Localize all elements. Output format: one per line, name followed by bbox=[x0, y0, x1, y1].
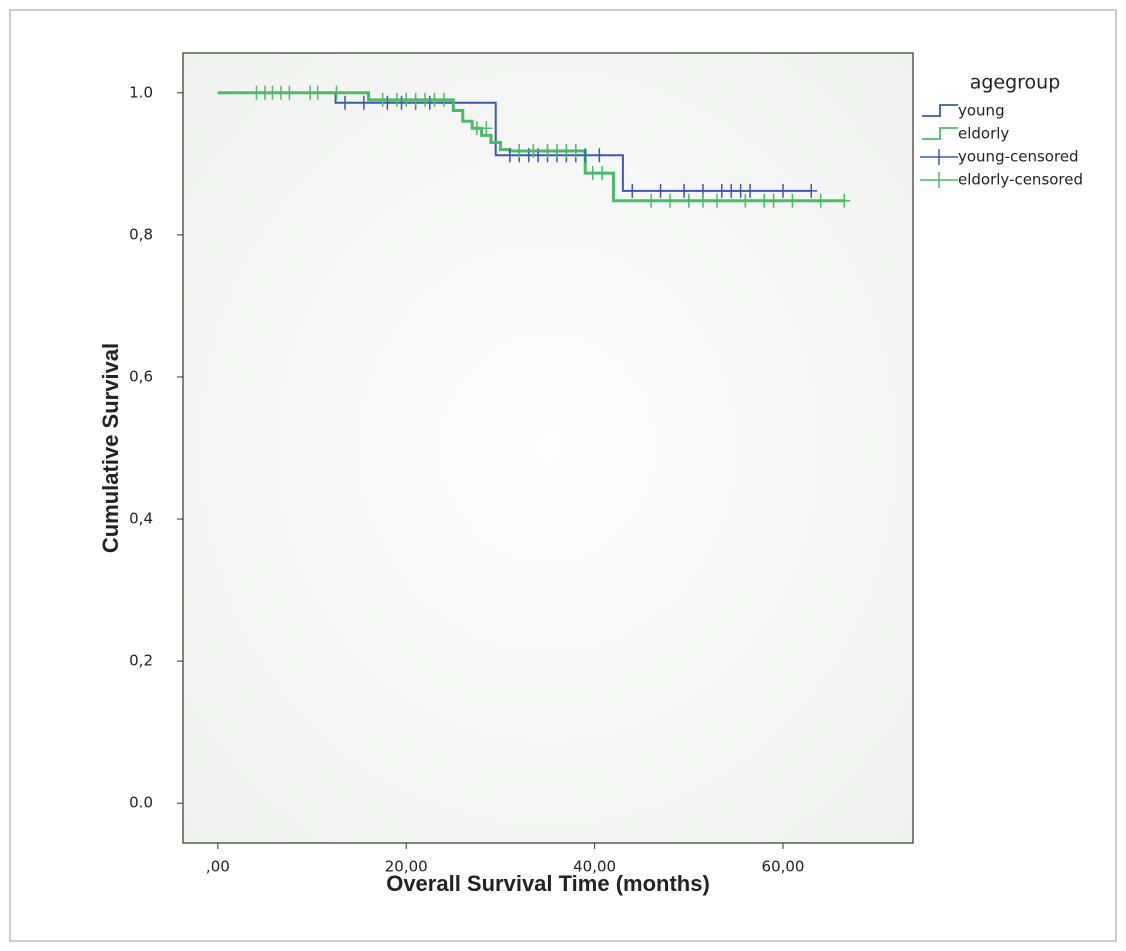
x-tick-label: 40,00 bbox=[573, 858, 616, 876]
legend-label: eldorly bbox=[958, 125, 1009, 143]
x-tick-label: 60,00 bbox=[762, 858, 805, 876]
plot-area bbox=[182, 52, 914, 844]
y-tick-label: 0,2 bbox=[129, 652, 153, 670]
legend-symbol bbox=[922, 104, 958, 117]
censor-mark bbox=[579, 148, 592, 163]
censor-mark bbox=[339, 95, 352, 110]
y-tick-label: 0.0 bbox=[129, 794, 153, 812]
censor-mark bbox=[838, 193, 851, 208]
censor-mark bbox=[814, 193, 827, 208]
y-tick-label: 0,6 bbox=[129, 367, 153, 385]
censor-mark bbox=[513, 144, 526, 159]
censor-mark bbox=[596, 166, 609, 181]
censor-mark bbox=[678, 183, 691, 198]
censor-mark bbox=[777, 183, 790, 198]
x-axis-title: Overall Survival Time (months) bbox=[386, 871, 710, 896]
censor-mark bbox=[711, 193, 724, 208]
legend-label: eldorly-censored bbox=[958, 171, 1083, 189]
y-tick-label: 1.0 bbox=[129, 83, 153, 101]
legend-symbol bbox=[920, 149, 958, 165]
legend-label: young-censored bbox=[958, 148, 1079, 166]
censor-mark bbox=[593, 148, 606, 163]
legend-label: young bbox=[958, 102, 1005, 120]
censor-mark bbox=[357, 95, 370, 110]
censor-mark bbox=[786, 193, 799, 208]
legend-symbol bbox=[922, 127, 958, 140]
y-axis-title: Cumulative Survival bbox=[98, 343, 123, 553]
censor-mark bbox=[330, 85, 343, 100]
legend-title: agegroup bbox=[970, 72, 1061, 94]
censor-mark bbox=[626, 183, 639, 198]
censor-mark bbox=[663, 193, 676, 208]
censor-mark bbox=[767, 193, 780, 208]
legend-symbol bbox=[920, 172, 958, 188]
censor-mark bbox=[645, 193, 658, 208]
censor-mark bbox=[527, 144, 540, 159]
censor-mark bbox=[311, 85, 324, 100]
censor-mark bbox=[744, 183, 757, 198]
censor-mark bbox=[805, 183, 818, 198]
censor-mark bbox=[739, 193, 752, 208]
y-tick-label: 0,8 bbox=[129, 225, 153, 243]
censor-mark bbox=[437, 92, 450, 107]
censor-mark bbox=[569, 144, 582, 159]
y-tick-label: 0,4 bbox=[129, 510, 153, 528]
censor-mark bbox=[480, 121, 493, 136]
censor-mark bbox=[682, 193, 695, 208]
censor-mark bbox=[654, 183, 667, 198]
censor-mark bbox=[376, 92, 389, 107]
censor-mark bbox=[283, 85, 296, 100]
censor-mark bbox=[696, 193, 709, 208]
x-tick-label: 20,00 bbox=[385, 858, 428, 876]
x-tick-label: ,00 bbox=[206, 858, 230, 876]
survival-line bbox=[217, 91, 812, 192]
